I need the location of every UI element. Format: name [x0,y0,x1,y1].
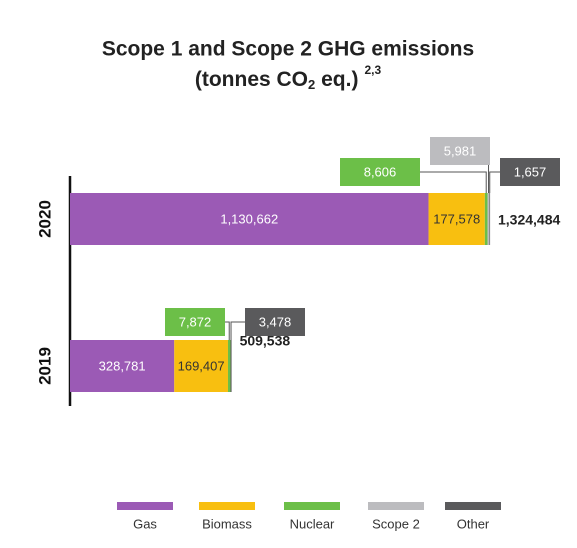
subtitle-text: eq.) [315,68,358,91]
subtitle-superscript: 2,3 [364,63,381,77]
category-label: 2019 [35,347,54,385]
legend-label: Biomass [202,516,252,531]
callout-box [340,158,420,186]
value-label: 7,872 [179,314,212,329]
bar-segment [489,193,491,245]
value-label: 1,130,662 [220,211,278,226]
value-label: 169,407 [178,358,225,373]
leader-line [225,321,230,340]
total-label: 1,324,484 [498,212,560,228]
callout-box [500,158,560,186]
value-label: 3,478 [259,314,292,329]
bar-segment [428,193,485,245]
leader-line [230,321,245,340]
chart-subtitle: (tonnes CO2 eq.) 2,3 [195,63,382,92]
leader-line [420,171,487,193]
bar-segment [484,193,488,245]
legend-swatch [117,502,173,510]
total-label: 509,538 [240,333,291,349]
legend-swatch [284,502,340,510]
bar-segment [174,340,228,392]
subtitle-text: (tonnes CO [195,68,308,91]
legend-label: Other [457,516,490,531]
callout-box [430,137,490,165]
value-label: 328,781 [99,358,146,373]
value-label: 177,578 [433,211,480,226]
bar-segment [227,340,231,392]
bar-segment [487,193,490,245]
legend-label: Nuclear [290,516,335,531]
legend-swatch [445,502,501,510]
callout-box [165,308,225,336]
value-label: 1,657 [514,164,547,179]
leader-line [489,171,500,193]
subtitle-subscript: 2 [308,77,315,92]
bar-segment [70,340,175,392]
category-label: 2020 [35,200,54,238]
chart-title: Scope 1 and Scope 2 GHG emissions [102,38,474,61]
value-label: 8,606 [364,164,397,179]
bar-segment [70,193,429,245]
legend-swatch [368,502,424,510]
legend-label: Gas [133,516,157,531]
value-label: 5,981 [444,143,477,158]
bar-segment [230,340,232,392]
legend-label: Scope 2 [372,516,420,531]
callout-box [245,308,305,336]
legend-swatch [199,502,255,510]
